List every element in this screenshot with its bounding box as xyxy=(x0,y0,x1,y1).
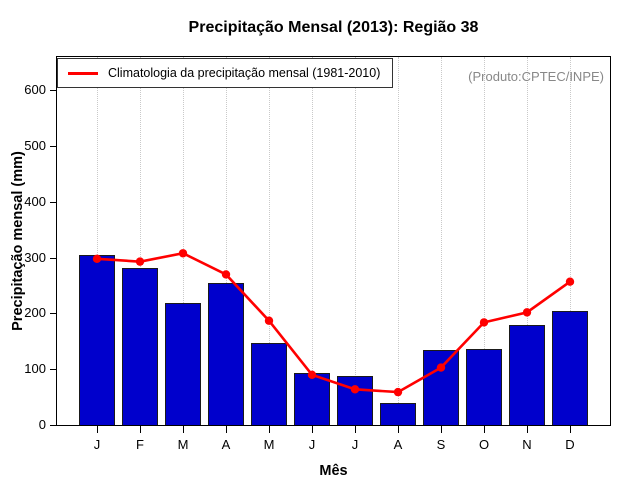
y-tick xyxy=(50,369,57,371)
x-tick-label: J xyxy=(93,437,101,452)
gridline xyxy=(355,57,356,425)
x-tick xyxy=(484,426,485,433)
gridline xyxy=(484,57,485,425)
y-tick xyxy=(50,313,57,315)
legend: Climatologia da precipitação mensal (198… xyxy=(57,58,394,88)
bar-10 xyxy=(466,349,502,425)
climatology-line xyxy=(96,251,571,394)
climatology-point-6 xyxy=(307,370,317,380)
x-tick-label: F xyxy=(136,437,144,452)
bar-12 xyxy=(552,311,588,425)
y-tick-label: 600 xyxy=(24,82,46,98)
y-tick xyxy=(50,146,57,148)
legend-line-icon xyxy=(68,71,98,75)
bar-1 xyxy=(79,254,115,425)
x-tick xyxy=(269,426,270,433)
x-tick xyxy=(441,426,442,433)
legend-label: Climatologia da precipitação mensal (198… xyxy=(108,66,381,80)
y-tick xyxy=(50,257,57,259)
gridline xyxy=(441,57,442,425)
y-tick-label: 200 xyxy=(24,305,46,321)
x-tick-label: J xyxy=(308,437,316,452)
x-tick-label: O xyxy=(478,437,490,452)
x-tick xyxy=(398,426,399,433)
y-tick xyxy=(50,425,57,426)
y-tick xyxy=(50,90,57,92)
bar-6 xyxy=(294,373,330,425)
climatology-line-series xyxy=(92,249,575,397)
climatology-point-3 xyxy=(178,249,188,258)
climatology-point-5 xyxy=(264,316,274,325)
bar-4 xyxy=(208,282,244,425)
y-tick-label: 100 xyxy=(24,361,46,377)
x-tick xyxy=(355,426,356,433)
bar-2 xyxy=(122,267,158,425)
x-tick xyxy=(312,426,313,433)
chart-title: Precipitação Mensal (2013): Região 38 xyxy=(188,19,479,36)
climatology-point-12 xyxy=(565,277,575,286)
gridline xyxy=(570,57,571,425)
climatology-point-10 xyxy=(479,318,489,327)
y-tick xyxy=(50,201,57,203)
bar-5 xyxy=(251,343,287,425)
climatology-point-2 xyxy=(135,257,145,266)
gridline xyxy=(97,57,98,425)
y-tick-label: 0 xyxy=(38,417,46,432)
x-tick xyxy=(226,426,227,433)
x-tick-label: M xyxy=(263,437,275,452)
bar-9 xyxy=(423,349,459,425)
climatology-point-7 xyxy=(350,385,360,394)
x-tick xyxy=(140,426,141,433)
y-tick-label: 400 xyxy=(24,193,46,209)
product-credit-note: (Produto:CPTEC/INPE) xyxy=(468,69,604,84)
gridline xyxy=(398,57,399,425)
bar-3 xyxy=(165,303,201,425)
plot-area: (Produto:CPTEC/INPE) Climatologia da pre… xyxy=(57,57,610,425)
climatology-point-1 xyxy=(92,254,102,264)
gridline xyxy=(527,57,528,425)
gridline xyxy=(312,57,313,425)
bar-8 xyxy=(380,403,416,425)
x-tick-label: J xyxy=(351,437,359,452)
y-tick-label: 300 xyxy=(24,249,46,265)
gridline xyxy=(269,57,270,425)
x-tick xyxy=(570,426,571,433)
x-tick xyxy=(97,426,98,433)
x-tick-label: A xyxy=(393,437,403,452)
y-axis-title: Precipitação mensal (mm) xyxy=(10,151,26,331)
x-tick-label: A xyxy=(221,437,231,452)
x-axis-title: Mês xyxy=(319,463,348,479)
gridline xyxy=(140,57,141,425)
climatology-point-9 xyxy=(436,363,446,372)
x-tick-label: N xyxy=(522,437,532,452)
climatology-point-4 xyxy=(221,270,231,279)
bar-11 xyxy=(509,324,545,425)
x-tick-label: M xyxy=(177,437,189,452)
climatology-point-8 xyxy=(393,387,403,397)
gridline xyxy=(226,57,227,425)
x-tick-label: D xyxy=(565,437,575,452)
climatology-point-11 xyxy=(522,308,532,317)
x-tick xyxy=(527,426,528,433)
y-tick-label: 500 xyxy=(24,138,46,154)
x-tick xyxy=(183,426,184,433)
x-tick-label: S xyxy=(436,437,446,452)
gridline xyxy=(183,57,184,425)
